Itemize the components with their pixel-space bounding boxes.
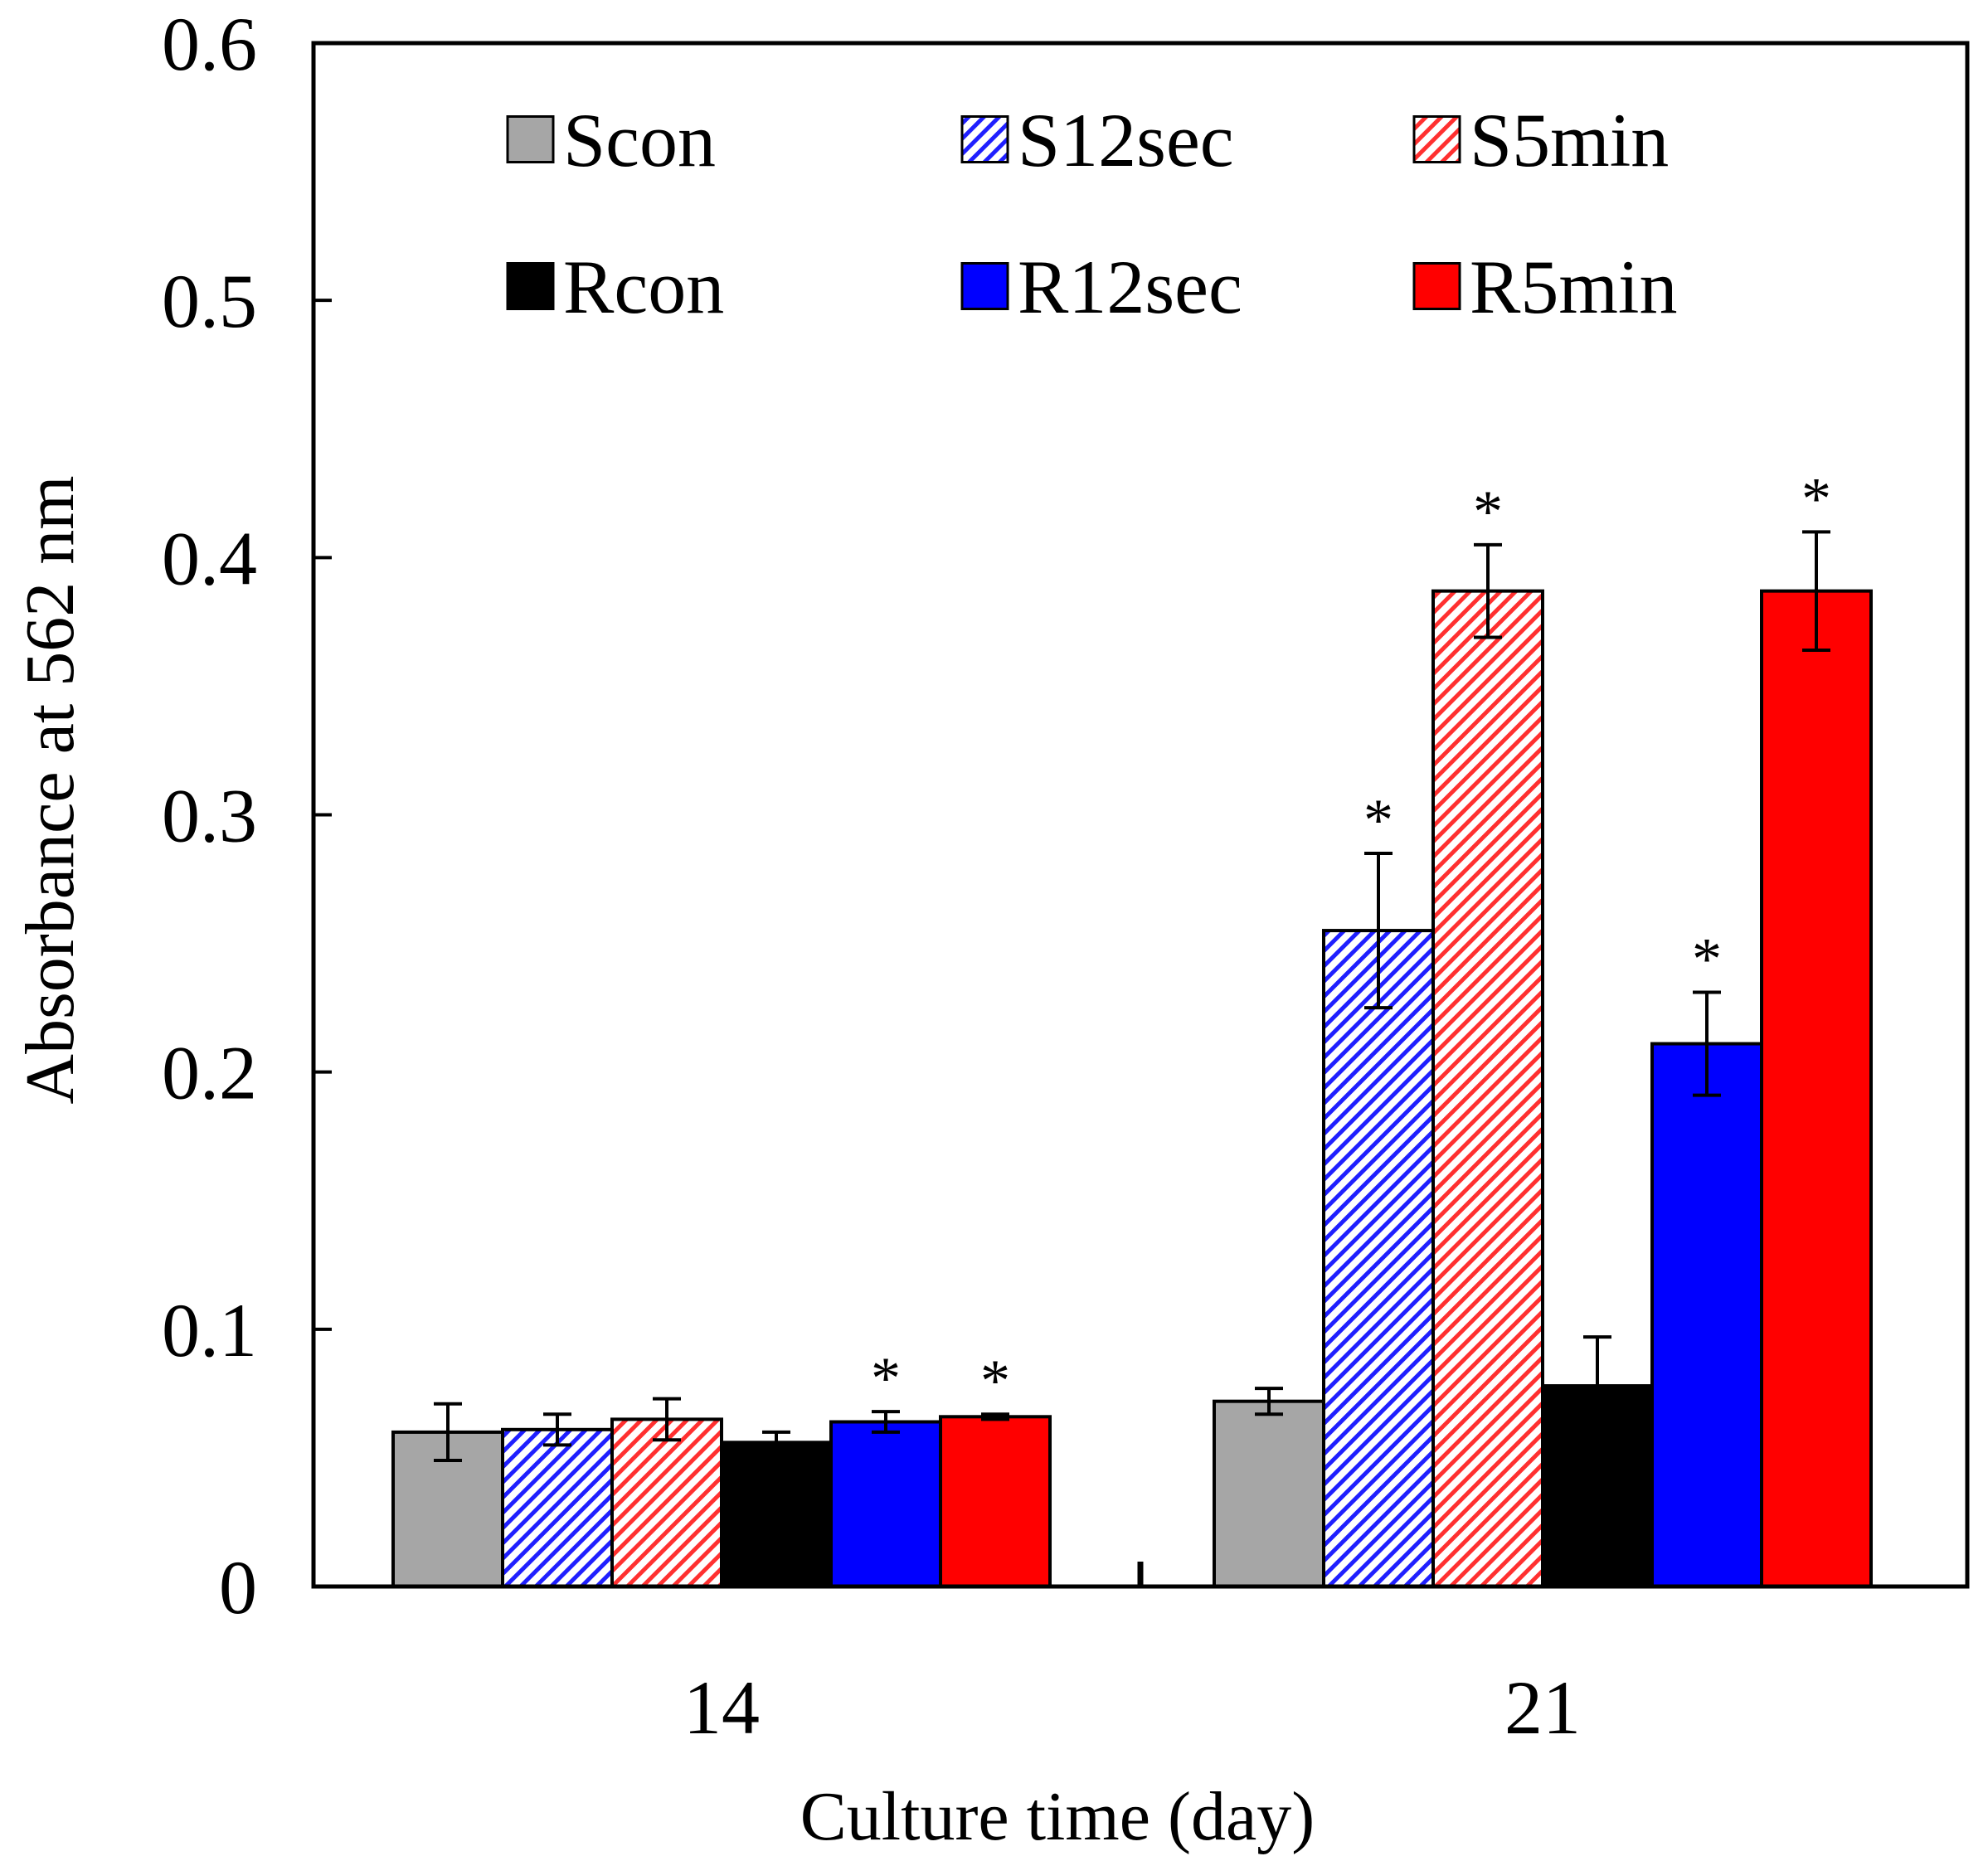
- bar-r5min-day-14: [939, 1415, 1052, 1589]
- legend-label-s5min: S5min: [1470, 98, 1669, 182]
- bar-s12sec-day-21: [1322, 929, 1435, 1588]
- legend-swatch-r5min: [1412, 262, 1461, 310]
- x-axis-title: Culture time (day): [800, 1778, 1315, 1855]
- legend-item-s12sec: S12sec: [960, 98, 1234, 182]
- legend-item-s5min: S5min: [1412, 98, 1669, 182]
- axis-layer: 0 0.1 0.2 0.3 0.4 0.5 0.6 14 21: [162, 2, 1581, 1750]
- y-tick-label: 0.3: [162, 774, 257, 858]
- y-tick-label: 0.2: [162, 1031, 257, 1115]
- legend-swatch-r12sec: [960, 262, 1009, 310]
- error-bar-scon-day-14: [434, 1402, 462, 1463]
- significance-star: *: [1801, 465, 1831, 532]
- bar-r12sec-day-14: [829, 1420, 942, 1588]
- legend: Scon S12sec S5min Rcon R12sec R5min: [506, 98, 1677, 329]
- y-tick-label: 0.6: [162, 2, 257, 86]
- significance-layer: * * * * * *: [871, 465, 1831, 1414]
- error-bar-s12sec-day-14: [543, 1412, 571, 1447]
- legend-label-rcon: Rcon: [563, 245, 724, 329]
- legend-swatch-rcon: [506, 262, 555, 310]
- legend-swatch-s12sec: [960, 115, 1009, 163]
- bar-s5min-day-14: [610, 1417, 723, 1589]
- legend-item-scon: Scon: [506, 98, 716, 182]
- bar-scon-day-21: [1213, 1399, 1325, 1589]
- error-bar-r5min-day-21: [1802, 530, 1830, 652]
- bar-s12sec-day-14: [501, 1427, 614, 1588]
- x-tick-label: 14: [683, 1665, 760, 1750]
- legend-label-r5min: R5min: [1470, 245, 1677, 329]
- y-tick-label: 0.1: [162, 1288, 257, 1373]
- bar-r5min-day-21: [1760, 589, 1873, 1588]
- y-tick-label: 0.4: [162, 516, 257, 600]
- significance-star: *: [1363, 787, 1393, 853]
- significance-star: *: [980, 1348, 1010, 1414]
- y-tick-label: 0: [219, 1545, 257, 1630]
- y-tick-label: 0.5: [162, 259, 257, 343]
- bar-s5min-day-21: [1431, 589, 1544, 1588]
- error-bar-rcon-day-14: [762, 1430, 790, 1455]
- error-bar-r5min-day-14: [981, 1412, 1009, 1421]
- legend-label-scon: Scon: [563, 98, 716, 182]
- bar-rcon-day-14: [720, 1441, 833, 1588]
- error-bar-s12sec-day-21: [1364, 852, 1393, 1010]
- significance-star: *: [871, 1345, 901, 1412]
- error-bar-s5min-day-14: [653, 1397, 681, 1442]
- legend-swatch-scon: [506, 115, 555, 163]
- bars-layer: [391, 589, 1873, 1589]
- legend-label-r12sec: R12sec: [1018, 245, 1242, 329]
- x-tick-label: 21: [1504, 1665, 1581, 1750]
- legend-item-r5min: R5min: [1412, 245, 1677, 329]
- legend-swatch-s5min: [1412, 115, 1461, 163]
- error-bar-r12sec-day-14: [872, 1410, 900, 1434]
- error-bar-s5min-day-21: [1474, 542, 1502, 639]
- legend-label-s12sec: S12sec: [1018, 98, 1234, 182]
- error-bars-layer: [434, 530, 1830, 1463]
- significance-star: *: [1473, 479, 1503, 545]
- y-axis-title: Absorbance at 562 nm: [12, 475, 89, 1104]
- legend-item-r12sec: R12sec: [960, 245, 1242, 329]
- bar-r12sec-day-21: [1650, 1042, 1763, 1588]
- error-bar-scon-day-21: [1255, 1387, 1283, 1416]
- legend-item-rcon: Rcon: [506, 245, 724, 329]
- error-bar-r12sec-day-21: [1693, 990, 1721, 1097]
- error-bar-rcon-day-21: [1583, 1335, 1611, 1437]
- significance-star: *: [1692, 926, 1722, 993]
